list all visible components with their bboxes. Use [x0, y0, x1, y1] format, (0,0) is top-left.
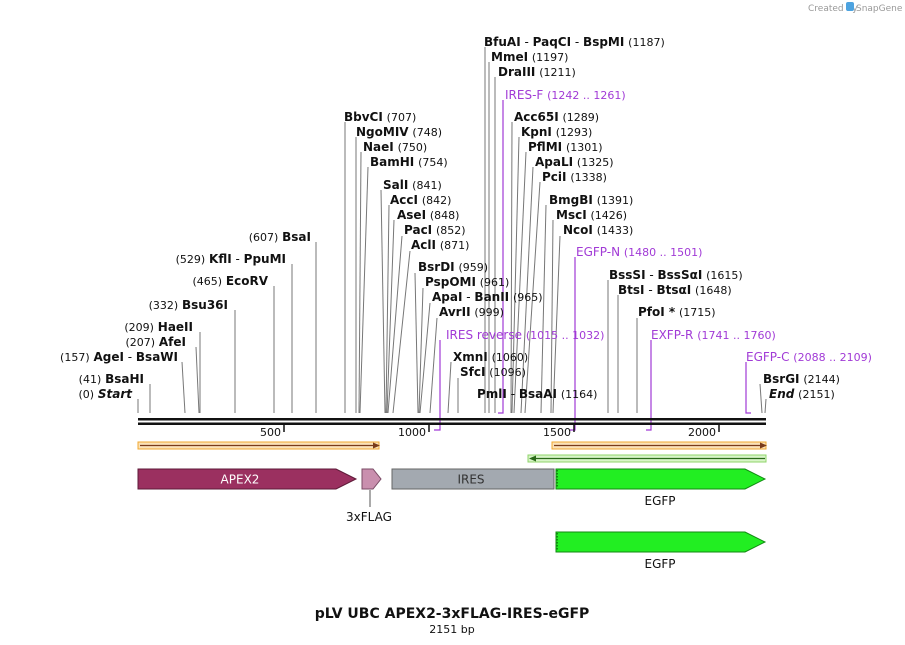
- site-label-pmli: PmlI - BsaAI (1164): [477, 387, 597, 401]
- site-label-bsssi: BssSI - BssSαI (1615): [609, 268, 743, 282]
- site-label-bsahi: (41) BsaHI: [79, 372, 144, 386]
- site-label-bsrgi: BsrGI (2144): [763, 372, 840, 386]
- primer-label-iresrev: IRES reverse (1015 .. 1032): [446, 328, 604, 342]
- credit-brand: SnapGene: [856, 4, 903, 14]
- primer-connectors: [434, 100, 751, 431]
- site-label-sali: SalI (841): [383, 178, 442, 192]
- site-label-end: End (2151): [769, 387, 835, 401]
- site-label-haeii: (209) HaeII: [124, 320, 193, 334]
- site-label-xmni: XmnI (1060): [453, 350, 528, 364]
- site-label-acci: AccI (842): [390, 193, 451, 207]
- tick-label-1000: 1000: [398, 426, 426, 439]
- tick-label-2000: 2000: [688, 426, 716, 439]
- primer-label-iresf: IRES-F (1242 .. 1261): [505, 88, 626, 102]
- site-label-kfli: (529) KflI - PpuMI: [176, 252, 286, 266]
- feature-label-3xflag: 3xFLAG: [346, 510, 392, 524]
- feature-egfp-2[interactable]: EGFP: [555, 531, 767, 571]
- feature-3xflag[interactable]: 3xFLAG: [346, 468, 392, 524]
- site-label-ecorv: (465) EcoRV: [192, 274, 268, 288]
- site-label-bbvci: BbvCI (707): [344, 110, 416, 124]
- site-label-kpni: KpnI (1293): [521, 125, 592, 139]
- site-label-pfoi: PfoI * (1715): [638, 305, 716, 319]
- feature-label-egfp-1: EGFP: [644, 494, 675, 508]
- site-label-paci: PacI (852): [404, 223, 466, 237]
- site-label-msci: MscI (1426): [556, 208, 627, 222]
- scale-ticks: [283, 425, 720, 432]
- site-label-apali: ApaLI (1325): [535, 155, 614, 169]
- feature-label-egfp-2: EGFP: [644, 557, 675, 571]
- snapgene-logo-icon: [846, 2, 854, 11]
- feature-label-ires: IRES: [457, 473, 484, 487]
- primer-label-exfpr: EXFP-R (1741 .. 1760): [651, 328, 776, 342]
- feature-egfp-1[interactable]: EGFP: [555, 468, 767, 508]
- site-label-bsrdi: BsrDI (959): [418, 260, 488, 274]
- site-connectors: [137, 47, 767, 414]
- site-label-acli: AclI (871): [411, 238, 469, 252]
- feature-ires[interactable]: IRES: [391, 468, 555, 490]
- svg-text:BfuAI - PaqCI - BspMI (1187): BfuAI - PaqCI - BspMI (1187): [484, 35, 665, 49]
- site-label-pspomi: PspOMI (961): [425, 275, 509, 289]
- site-label-naei: NaeI (750): [363, 140, 427, 154]
- site-label-apai: ApaI - BanII (965): [432, 290, 543, 304]
- feature-apex2[interactable]: APEX2: [137, 468, 358, 490]
- map-length: 2151 bp: [429, 623, 474, 636]
- site-label-start: (0) Start: [78, 387, 133, 401]
- site-label-bsai: (607) BsaI: [249, 230, 311, 244]
- site-label-sfci: SfcI (1096): [460, 365, 526, 379]
- site-label-avrii: AvrII (999): [439, 305, 504, 319]
- site-label-btsi: BtsI - BtsαI (1648): [618, 283, 732, 297]
- tick-label-1500: 1500: [543, 426, 571, 439]
- orf-forward-1[interactable]: [137, 441, 380, 450]
- map-title: pLV UBC APEX2-3xFLAG-IRES-eGFP: [315, 606, 590, 622]
- site-label-bamhi: BamHI (754): [370, 155, 448, 169]
- primer-label-egfpc: EGFP-C (2088 .. 2109): [746, 350, 872, 364]
- sequence-backbone: [138, 418, 766, 425]
- feature-label-apex2: APEX2: [221, 473, 260, 487]
- site-label-mmei: MmeI (1197): [491, 50, 568, 64]
- site-label-pcii: PciI (1338): [542, 170, 607, 184]
- site-label-bfuai: BfuAI - PaqCI - BspMI (1187): [484, 35, 665, 49]
- primer-label-egfpn: EGFP-N (1480 .. 1501): [576, 245, 702, 259]
- site-label-agei: (157) AgeI - BsaWI: [60, 350, 178, 364]
- credit-prefix: Created by: [808, 4, 858, 14]
- site-label-bmgbi: BmgBI (1391): [549, 193, 633, 207]
- site-label-asei: AseI (848): [397, 208, 459, 222]
- site-label-bsu36i: (332) Bsu36I: [149, 298, 228, 312]
- orf-reverse[interactable]: [527, 454, 767, 463]
- site-label-ngomiv: NgoMIV (748): [356, 125, 442, 139]
- site-label-pflmi: PflMI (1301): [528, 140, 603, 154]
- orf-forward-2[interactable]: [551, 441, 767, 450]
- site-label-ncoi: NcoI (1433): [563, 223, 633, 237]
- site-label-draiii: DraIII (1211): [498, 65, 576, 79]
- tick-label-500: 500: [260, 426, 281, 439]
- site-label-afei: (207) AfeI: [125, 335, 186, 349]
- site-label-acc65i: Acc65I (1289): [514, 110, 599, 124]
